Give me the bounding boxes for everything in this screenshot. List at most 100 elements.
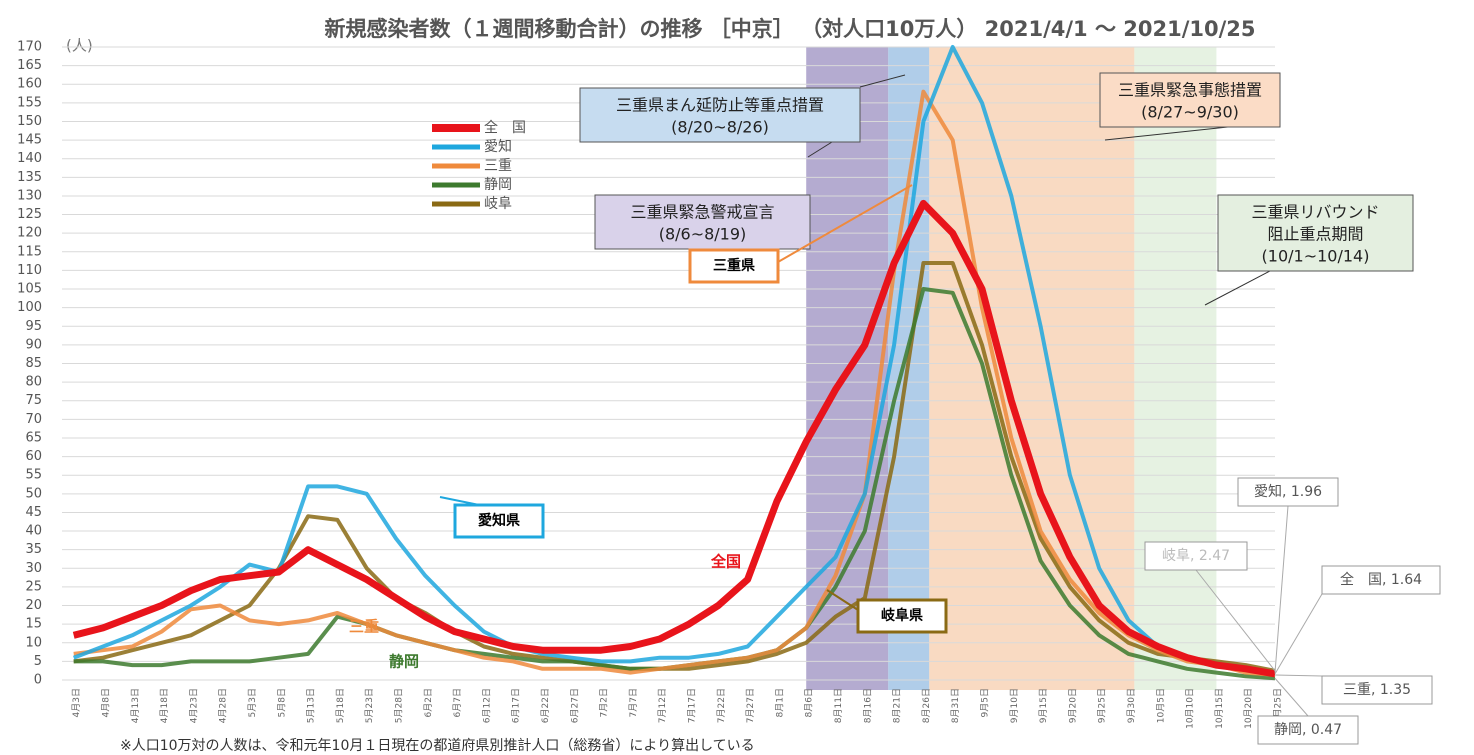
x-tick-label: 10月25日: [1273, 688, 1284, 729]
x-tick-label: 4月3日: [71, 688, 82, 717]
y-tick-label: 90: [25, 337, 42, 352]
label-box: [1099, 72, 1281, 128]
x-tick-label: 5月8日: [276, 688, 287, 717]
end-leader: [1274, 593, 1323, 675]
y-tick-label: 155: [17, 95, 42, 110]
y-tick-label: 55: [25, 468, 42, 483]
x-tick-label: 4月13日: [130, 688, 141, 723]
x-tick-label: 9月15日: [1038, 688, 1049, 723]
x-tick-label: 9月10日: [1009, 688, 1020, 723]
period-band: [1134, 47, 1217, 690]
y-tick-label: 40: [25, 524, 42, 539]
band-label: (8/27~9/30): [1141, 103, 1239, 122]
legend-label: 全 国: [484, 119, 526, 136]
y-tick-label: 150: [17, 114, 42, 129]
y-tick-label: 60: [25, 449, 42, 464]
y-tick-label: 125: [17, 207, 42, 222]
annotation-box: [688, 248, 780, 284]
x-tick-label: 8月1日: [774, 688, 785, 717]
y-tick-label: 0: [34, 673, 42, 688]
band-label: (8/6~8/19): [659, 225, 747, 244]
end-leader: [1274, 674, 1323, 677]
annotation-text: 岐阜県: [881, 607, 923, 624]
y-tick-label: 45: [25, 505, 42, 520]
band-label-box: 三重県緊急事態措置 (8/27~9/30): [1099, 72, 1281, 141]
band-label-box: 三重県まん延防止等重点措置 (8/20~8/26): [579, 74, 906, 143]
x-tick-label: 8月26日: [921, 688, 932, 723]
y-tick-label: 130: [17, 188, 42, 203]
x-tick-label: 6月27日: [569, 688, 580, 723]
x-tick-label: 6月22日: [540, 688, 551, 723]
annotation-box: [856, 598, 948, 634]
x-tick-label: 4月28日: [218, 688, 229, 723]
y-tick-label: 145: [17, 133, 42, 148]
x-tick-label: 5月13日: [306, 688, 317, 723]
y-tick-label: 80: [25, 375, 42, 390]
x-tick-label: 5月28日: [394, 688, 405, 723]
y-tick-label: 35: [25, 542, 42, 557]
chart-title: 新規感染者数（１週間移動合計）の推移 ［中京］ （対人口10万人） 2021/4…: [324, 17, 1255, 41]
leader-line: [859, 74, 906, 88]
x-tick-label: 7月22日: [716, 688, 727, 723]
x-tick-label: 6月12日: [481, 688, 492, 723]
annotation-text: 全国: [710, 553, 741, 571]
x-tick-label: 7月27日: [745, 688, 756, 723]
annotation-text: 愛知県: [478, 512, 520, 529]
legend-label: 愛知: [484, 138, 512, 155]
x-tick-label: 10月15日: [1214, 688, 1225, 729]
end-label: 三重, 1.35: [1343, 682, 1411, 698]
y-tick-label: 160: [17, 77, 42, 92]
y-tick-label: 135: [17, 170, 42, 185]
y-tick-label: 10: [25, 635, 42, 650]
x-tick-label: 4月23日: [188, 688, 199, 723]
x-tick-label: 7月7日: [628, 688, 639, 717]
y-tick-label: 65: [25, 430, 42, 445]
x-tick-label: 8月31日: [950, 688, 961, 723]
footnote: ※人口10万対の人数は、令和元年10月１日現在の都道府県別推計人口（総務省）によ…: [120, 738, 755, 754]
y-tick-label: 30: [25, 561, 42, 576]
x-tick-label: 6月17日: [511, 688, 522, 723]
end-label-box: [1257, 715, 1359, 745]
band-label: 三重県まん延防止等重点措置: [616, 96, 824, 115]
annotation-box: [453, 503, 545, 539]
y-tick-label: 20: [25, 598, 42, 613]
y-tick-label: 120: [17, 226, 42, 241]
annotation-text: 静岡: [389, 653, 419, 671]
y-tick-label: 15: [25, 617, 42, 632]
annotation-text: 三重県: [713, 257, 755, 274]
band-label: 三重県緊急警戒宣言: [630, 203, 774, 222]
x-tick-label: 8月21日: [892, 688, 903, 723]
x-tick-label: 9月20日: [1067, 688, 1078, 723]
x-tick-label: 10月5日: [1155, 688, 1166, 723]
x-tick-label: 7月2日: [599, 688, 610, 717]
y-tick-label: 5: [34, 654, 42, 669]
x-tick-label: 8月11日: [833, 688, 844, 723]
y-tick-label: 110: [17, 263, 42, 278]
x-tick-label: 7月17日: [687, 688, 698, 723]
y-tick-label: 75: [25, 393, 42, 408]
annotation-leader: [826, 589, 859, 611]
x-tick-label: 5月3日: [247, 688, 258, 717]
band-label: 阻止重点期間: [1267, 225, 1363, 244]
y-tick-label: 50: [25, 486, 42, 501]
y-tick-label: 140: [17, 151, 42, 166]
legend-label: 岐阜: [484, 195, 512, 212]
y-tick-label: 95: [25, 319, 42, 334]
band-label: 三重県緊急事態措置: [1118, 81, 1262, 100]
legend-label: 三重: [484, 158, 512, 174]
x-tick-label: 6月7日: [452, 688, 463, 717]
y-unit: (人): [66, 37, 93, 55]
band-label: (8/20~8/26): [671, 118, 769, 137]
end-leader: [1274, 677, 1309, 717]
end-label-box: [1237, 477, 1339, 507]
y-tick-label: 85: [25, 356, 42, 371]
end-label-box: [1144, 541, 1248, 571]
end-label-box: [1321, 565, 1441, 595]
y-tick-label: 70: [25, 412, 42, 427]
x-tick-label: 5月18日: [335, 688, 346, 723]
end-label: 岐阜, 2.47: [1162, 547, 1230, 564]
band-label: 三重県リバウンド: [1251, 203, 1379, 222]
y-tick-label: 170: [17, 40, 42, 55]
